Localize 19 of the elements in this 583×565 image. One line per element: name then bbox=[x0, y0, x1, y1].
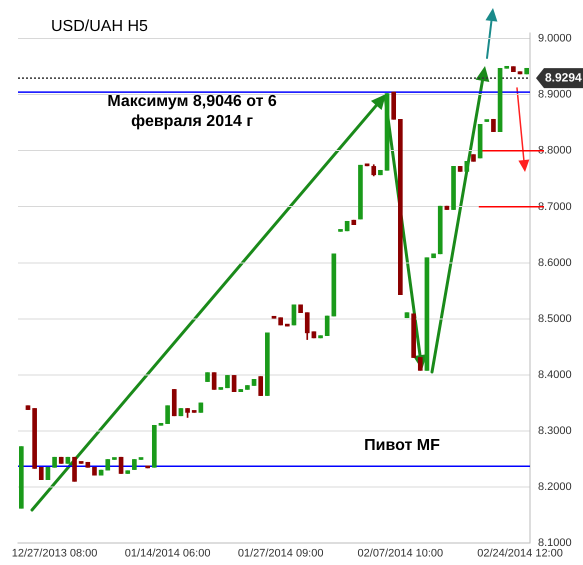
x-tick-label: 12/27/2013 08:00 bbox=[12, 548, 98, 560]
y-tick-label: 8.7000 bbox=[538, 200, 572, 213]
ref-line-label: 8.9294 bbox=[545, 70, 582, 84]
ref-line-label: Пивот MF bbox=[364, 437, 440, 454]
y-tick-label: 9.0000 bbox=[538, 32, 572, 45]
x-tick-label: 01/27/2014 09:00 bbox=[238, 548, 324, 560]
y-tick-label: 8.9000 bbox=[538, 88, 572, 101]
x-tick-label: 02/07/2014 10:00 bbox=[358, 548, 444, 560]
y-tick-label: 8.6000 bbox=[538, 256, 572, 269]
x-tick-label: 01/14/2014 06:00 bbox=[124, 548, 210, 560]
ref-line-label: Максимум 8,9046 от 6 февраля 2014 г bbox=[107, 93, 277, 130]
y-tick-label: 8.2000 bbox=[538, 480, 572, 493]
y-tick-label: 8.4000 bbox=[538, 368, 572, 381]
y-tick-label: 8.3000 bbox=[538, 424, 572, 437]
y-tick-label: 8.8000 bbox=[538, 144, 572, 157]
x-tick-label: 02/24/2014 12:00 bbox=[477, 548, 563, 560]
chart-title: USD/UAH H5 bbox=[51, 18, 148, 35]
y-tick-label: 8.1000 bbox=[538, 537, 572, 550]
y-tick-label: 8.5000 bbox=[538, 312, 572, 325]
